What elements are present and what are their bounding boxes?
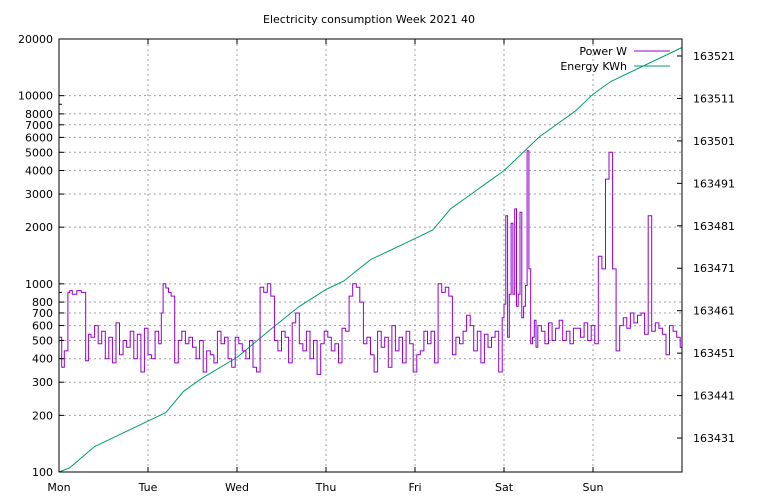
- y-right-tick-label: 163491: [693, 177, 735, 190]
- y-right-tick-label: 163431: [693, 432, 735, 445]
- y-left-tick-label: 7000: [25, 119, 53, 132]
- y-left-tick-label: 2000: [25, 221, 53, 234]
- y-right-tick-label: 163481: [693, 220, 735, 233]
- y-left-tick-label: 8000: [25, 108, 53, 121]
- y-left-tick-label: 6000: [25, 131, 53, 144]
- x-tick-label: Mon: [47, 481, 70, 494]
- x-tick-label: Thu: [315, 481, 337, 494]
- plot-frame: [58, 38, 683, 473]
- y-left-tick-label: 20000: [18, 33, 53, 46]
- y-left-tick-label: 100: [32, 466, 53, 479]
- power-w-line: [59, 150, 682, 375]
- y-left-tick-label: 10000: [18, 90, 53, 103]
- y-right-tick-label: 163441: [693, 390, 735, 403]
- y-right-tick-label: 163471: [693, 262, 735, 275]
- y-right-tick-label: 163511: [693, 92, 735, 105]
- legend-power-label: Power W: [579, 45, 627, 58]
- y-left-tick-label: 800: [32, 296, 53, 309]
- x-tick-label: Fri: [408, 481, 421, 494]
- y-right-tick-label: 163461: [693, 305, 735, 318]
- y-left-tick-label: 5000: [25, 146, 53, 159]
- y-right-tick-label: 163451: [693, 347, 735, 360]
- y-left-tick-label: 4000: [25, 165, 53, 178]
- series: [58, 47, 683, 473]
- x-tick-label: Tue: [138, 481, 158, 494]
- x-tick-label: Wed: [225, 481, 249, 494]
- y-left-tick-label: 300: [32, 376, 53, 389]
- y-left-tick-label: 3000: [25, 188, 53, 201]
- x-tick-label: Sat: [495, 481, 514, 494]
- y-right-tick-label: 163521: [693, 50, 735, 63]
- legend-energy-label: Energy KWh: [560, 60, 627, 73]
- energy-kwh-line: [58, 47, 683, 473]
- y-right-tick-label: 163501: [693, 135, 735, 148]
- y-left-tick-label: 200: [32, 409, 53, 422]
- legend: Power W Energy KWh: [560, 45, 670, 73]
- y-left-tick-label: 1000: [25, 278, 53, 291]
- y-left-tick-label: 500: [32, 334, 53, 347]
- y-left-tick-label: 400: [32, 353, 53, 366]
- grid: [59, 39, 682, 472]
- y-left-tick-label: 700: [32, 307, 53, 320]
- y-left-tick-label: 600: [32, 320, 53, 333]
- chart-title: Electricity consumption Week 2021 40: [263, 13, 475, 26]
- x-tick-label: Sun: [583, 481, 604, 494]
